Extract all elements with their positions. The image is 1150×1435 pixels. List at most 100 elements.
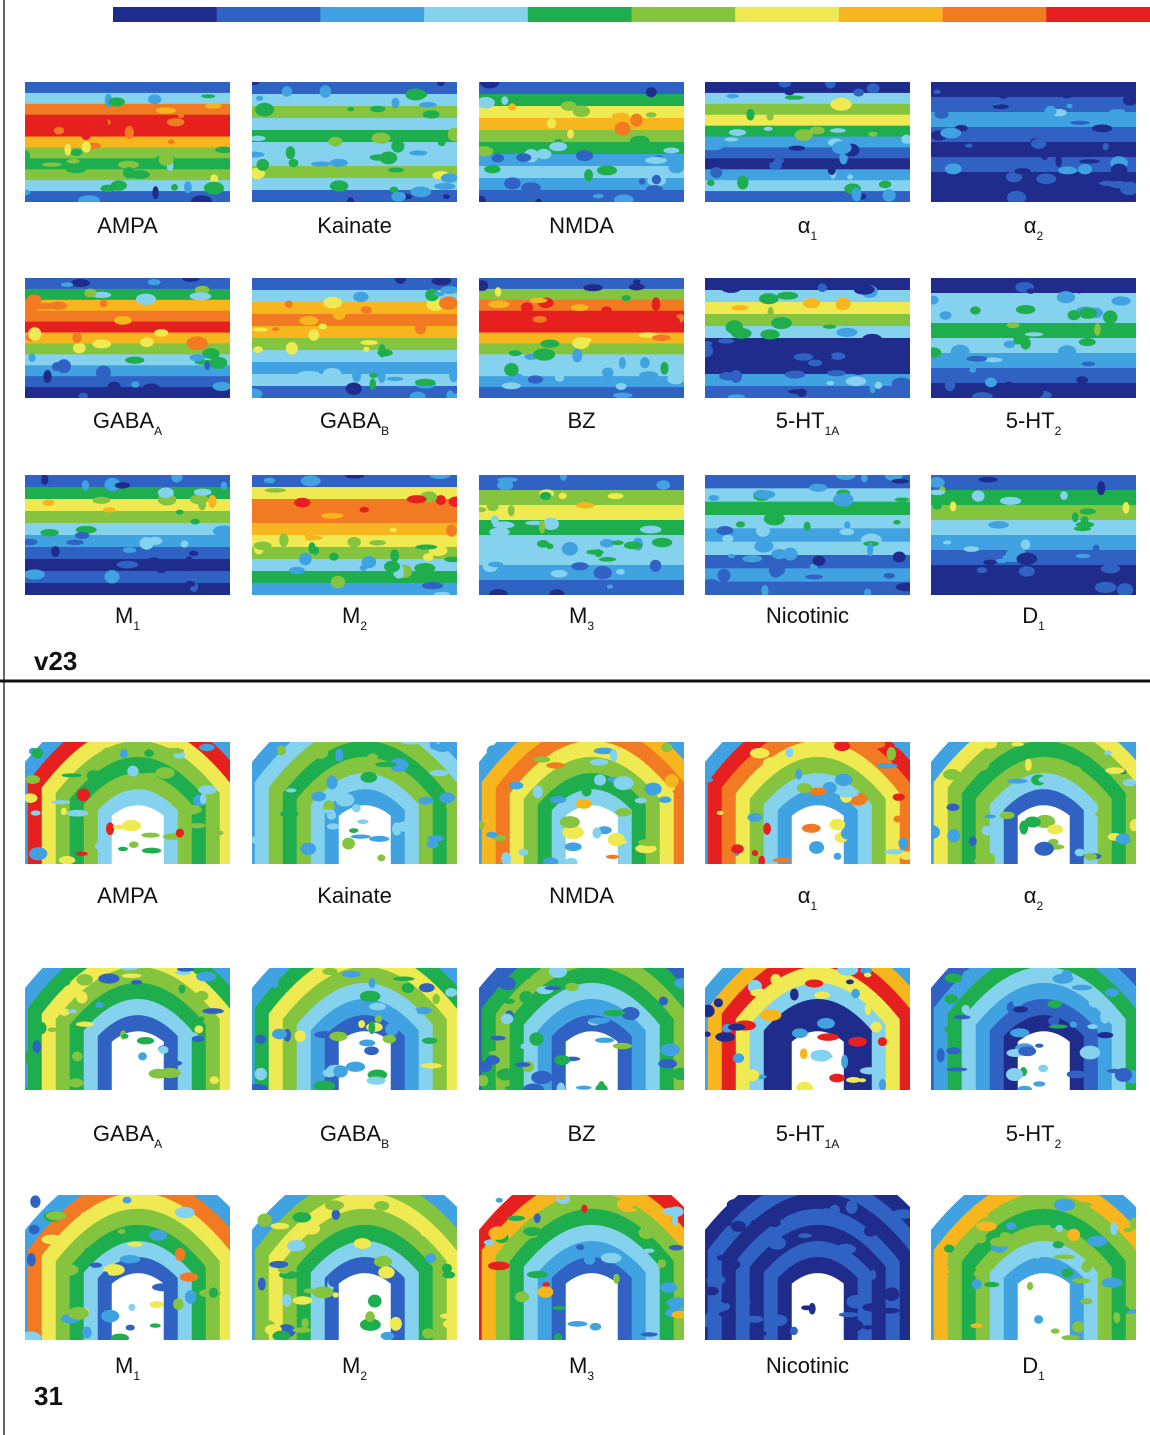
texture-blob xyxy=(496,1198,503,1203)
texture-blob xyxy=(882,189,895,201)
texture-blob xyxy=(1097,1032,1113,1038)
texture-blob xyxy=(724,137,738,141)
label-subscript: 2 xyxy=(1037,899,1044,913)
texture-blob xyxy=(733,752,752,758)
texture-blob xyxy=(829,819,845,831)
texture-blob xyxy=(1000,497,1021,505)
image-label: M3 xyxy=(569,1353,594,1383)
texture-blob xyxy=(369,373,378,378)
texture-blob xyxy=(846,376,867,386)
texture-blob xyxy=(200,794,207,805)
texture-blob xyxy=(549,142,567,151)
texture-blob xyxy=(707,1275,726,1286)
image-label: D1 xyxy=(1022,603,1045,633)
layer-band xyxy=(705,115,910,127)
texture-blob xyxy=(927,295,939,304)
texture-blob xyxy=(173,1298,183,1310)
texture-blob xyxy=(286,342,298,355)
texture-blob xyxy=(899,851,915,860)
texture-blob xyxy=(294,498,310,508)
texture-blob xyxy=(42,162,62,166)
texture-blob xyxy=(560,471,567,480)
texture-blob xyxy=(1060,765,1082,774)
texture-blob xyxy=(550,796,566,803)
texture-blob xyxy=(41,1235,62,1245)
texture-blob xyxy=(111,1334,129,1343)
receptor-map xyxy=(697,278,912,401)
label-name: GABA xyxy=(320,1121,381,1146)
texture-blob xyxy=(864,740,885,749)
texture-blob xyxy=(177,967,194,971)
texture-blob xyxy=(1076,376,1088,384)
texture-blob xyxy=(727,94,739,98)
texture-blob xyxy=(708,495,719,501)
texture-blob xyxy=(661,743,672,752)
texture-blob xyxy=(1093,544,1100,554)
image-label: M1 xyxy=(115,603,140,633)
texture-blob xyxy=(702,1005,715,1018)
texture-blob xyxy=(182,274,200,282)
receptor-map xyxy=(476,278,684,399)
receptor-map xyxy=(928,475,1136,597)
texture-blob xyxy=(253,346,263,353)
texture-blob xyxy=(871,1022,882,1033)
texture-blob xyxy=(422,1328,435,1338)
texture-blob xyxy=(988,521,1009,529)
texture-blob xyxy=(361,772,378,783)
texture-blob xyxy=(722,535,733,543)
texture-blob xyxy=(106,822,114,835)
receptor-map xyxy=(14,1160,262,1343)
texture-blob xyxy=(1061,1335,1079,1340)
texture-blob xyxy=(81,127,92,140)
texture-blob xyxy=(137,1037,154,1044)
texture-blob xyxy=(839,528,854,535)
texture-blob xyxy=(289,567,305,574)
texture-blob xyxy=(79,393,88,400)
texture-blob xyxy=(432,276,452,285)
texture-blob xyxy=(162,748,184,754)
texture-blob xyxy=(785,371,805,379)
texture-blob xyxy=(610,749,618,762)
receptor-map xyxy=(694,1160,942,1342)
texture-blob xyxy=(1078,164,1092,174)
texture-blob xyxy=(763,823,771,835)
texture-blob xyxy=(771,549,787,559)
texture-blob xyxy=(870,381,876,393)
layer-band xyxy=(252,338,457,351)
texture-blob xyxy=(125,357,144,364)
texture-blob xyxy=(167,118,185,126)
texture-blob xyxy=(812,556,825,566)
texture-blob xyxy=(742,555,762,562)
texture-blob xyxy=(714,998,723,1007)
texture-blob xyxy=(729,129,746,136)
texture-blob xyxy=(208,830,223,836)
texture-blob xyxy=(1019,821,1028,835)
texture-blob xyxy=(640,526,662,534)
texture-blob xyxy=(613,1043,632,1049)
texture-blob xyxy=(360,991,381,1002)
texture-blob xyxy=(495,287,502,297)
texture-blob xyxy=(84,288,96,297)
texture-blob xyxy=(982,737,997,748)
texture-blob xyxy=(1087,1024,1097,1029)
texture-blob xyxy=(392,98,400,108)
texture-blob xyxy=(434,183,455,190)
texture-blob xyxy=(29,353,36,362)
texture-blob xyxy=(354,1238,371,1249)
texture-blob xyxy=(608,833,625,846)
texture-blob xyxy=(1103,143,1109,150)
texture-blob xyxy=(115,482,130,488)
image-label: GABAB xyxy=(320,1121,389,1151)
texture-blob xyxy=(449,496,464,506)
texture-blob xyxy=(940,311,952,320)
texture-blob xyxy=(895,498,910,502)
texture-blob xyxy=(401,740,422,744)
texture-blob xyxy=(128,1304,135,1311)
texture-blob xyxy=(1007,779,1027,784)
texture-blob xyxy=(796,1082,813,1095)
texture-blob xyxy=(488,300,509,308)
texture-blob xyxy=(853,89,864,97)
texture-blob xyxy=(384,561,400,573)
texture-blob xyxy=(187,336,208,350)
texture-blob xyxy=(788,389,807,394)
